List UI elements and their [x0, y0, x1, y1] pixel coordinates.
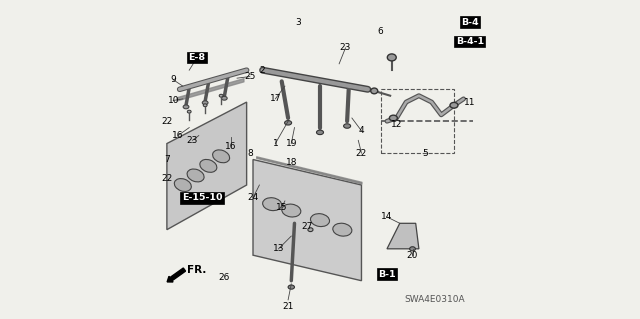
Ellipse shape	[285, 121, 292, 125]
Ellipse shape	[282, 204, 301, 217]
Ellipse shape	[188, 110, 191, 113]
Text: 27: 27	[301, 222, 313, 231]
Text: 4: 4	[358, 126, 364, 135]
Ellipse shape	[389, 115, 397, 121]
Ellipse shape	[204, 104, 207, 107]
Polygon shape	[387, 223, 419, 249]
Text: 6: 6	[378, 27, 383, 36]
Text: E-15-10: E-15-10	[182, 193, 222, 202]
Text: 18: 18	[285, 158, 297, 167]
Ellipse shape	[371, 88, 378, 94]
Text: SWA4E0310A: SWA4E0310A	[404, 295, 465, 304]
Ellipse shape	[308, 228, 313, 232]
Ellipse shape	[288, 285, 294, 289]
Ellipse shape	[183, 105, 189, 109]
Text: E-8: E-8	[189, 53, 205, 62]
Text: 9: 9	[170, 75, 176, 84]
Text: FR.: FR.	[187, 264, 206, 275]
FancyArrow shape	[167, 268, 186, 282]
Text: 3: 3	[295, 18, 301, 27]
Ellipse shape	[202, 101, 208, 105]
Ellipse shape	[317, 130, 323, 135]
Text: 14: 14	[381, 212, 393, 221]
Text: B-4: B-4	[461, 18, 479, 27]
Text: 25: 25	[244, 72, 255, 81]
Ellipse shape	[219, 94, 223, 97]
Text: 11: 11	[464, 98, 476, 107]
Text: 2: 2	[260, 66, 266, 75]
Text: 10: 10	[168, 96, 179, 105]
Text: 22: 22	[161, 117, 173, 126]
Ellipse shape	[200, 160, 217, 172]
Text: 19: 19	[285, 139, 297, 148]
Text: 16: 16	[172, 131, 184, 140]
Text: 7: 7	[164, 155, 170, 164]
Text: 26: 26	[219, 273, 230, 282]
Text: 21: 21	[282, 302, 294, 311]
Ellipse shape	[174, 179, 191, 191]
Ellipse shape	[387, 54, 396, 61]
Text: 13: 13	[273, 244, 284, 253]
Text: 16: 16	[225, 142, 236, 151]
Ellipse shape	[333, 223, 352, 236]
Bar	[381, 89, 454, 153]
Text: B-4-1: B-4-1	[456, 37, 484, 46]
Ellipse shape	[221, 96, 227, 100]
Text: 5: 5	[422, 149, 428, 158]
Text: 24: 24	[248, 193, 259, 202]
Text: 17: 17	[269, 94, 281, 103]
Text: 22: 22	[161, 174, 173, 183]
Ellipse shape	[344, 124, 351, 128]
Text: B-1: B-1	[378, 270, 396, 279]
Ellipse shape	[187, 169, 204, 182]
Text: 12: 12	[391, 120, 403, 129]
Ellipse shape	[212, 150, 230, 163]
Ellipse shape	[410, 247, 415, 251]
Text: 20: 20	[407, 251, 418, 260]
Text: 23: 23	[340, 43, 351, 52]
Polygon shape	[253, 160, 362, 281]
Ellipse shape	[450, 102, 458, 108]
Ellipse shape	[310, 214, 330, 226]
Polygon shape	[167, 102, 246, 230]
Text: 15: 15	[276, 203, 287, 212]
Text: 8: 8	[247, 149, 253, 158]
Text: 22: 22	[356, 149, 367, 158]
Text: 1: 1	[273, 139, 278, 148]
Text: 23: 23	[187, 136, 198, 145]
Ellipse shape	[262, 198, 282, 211]
